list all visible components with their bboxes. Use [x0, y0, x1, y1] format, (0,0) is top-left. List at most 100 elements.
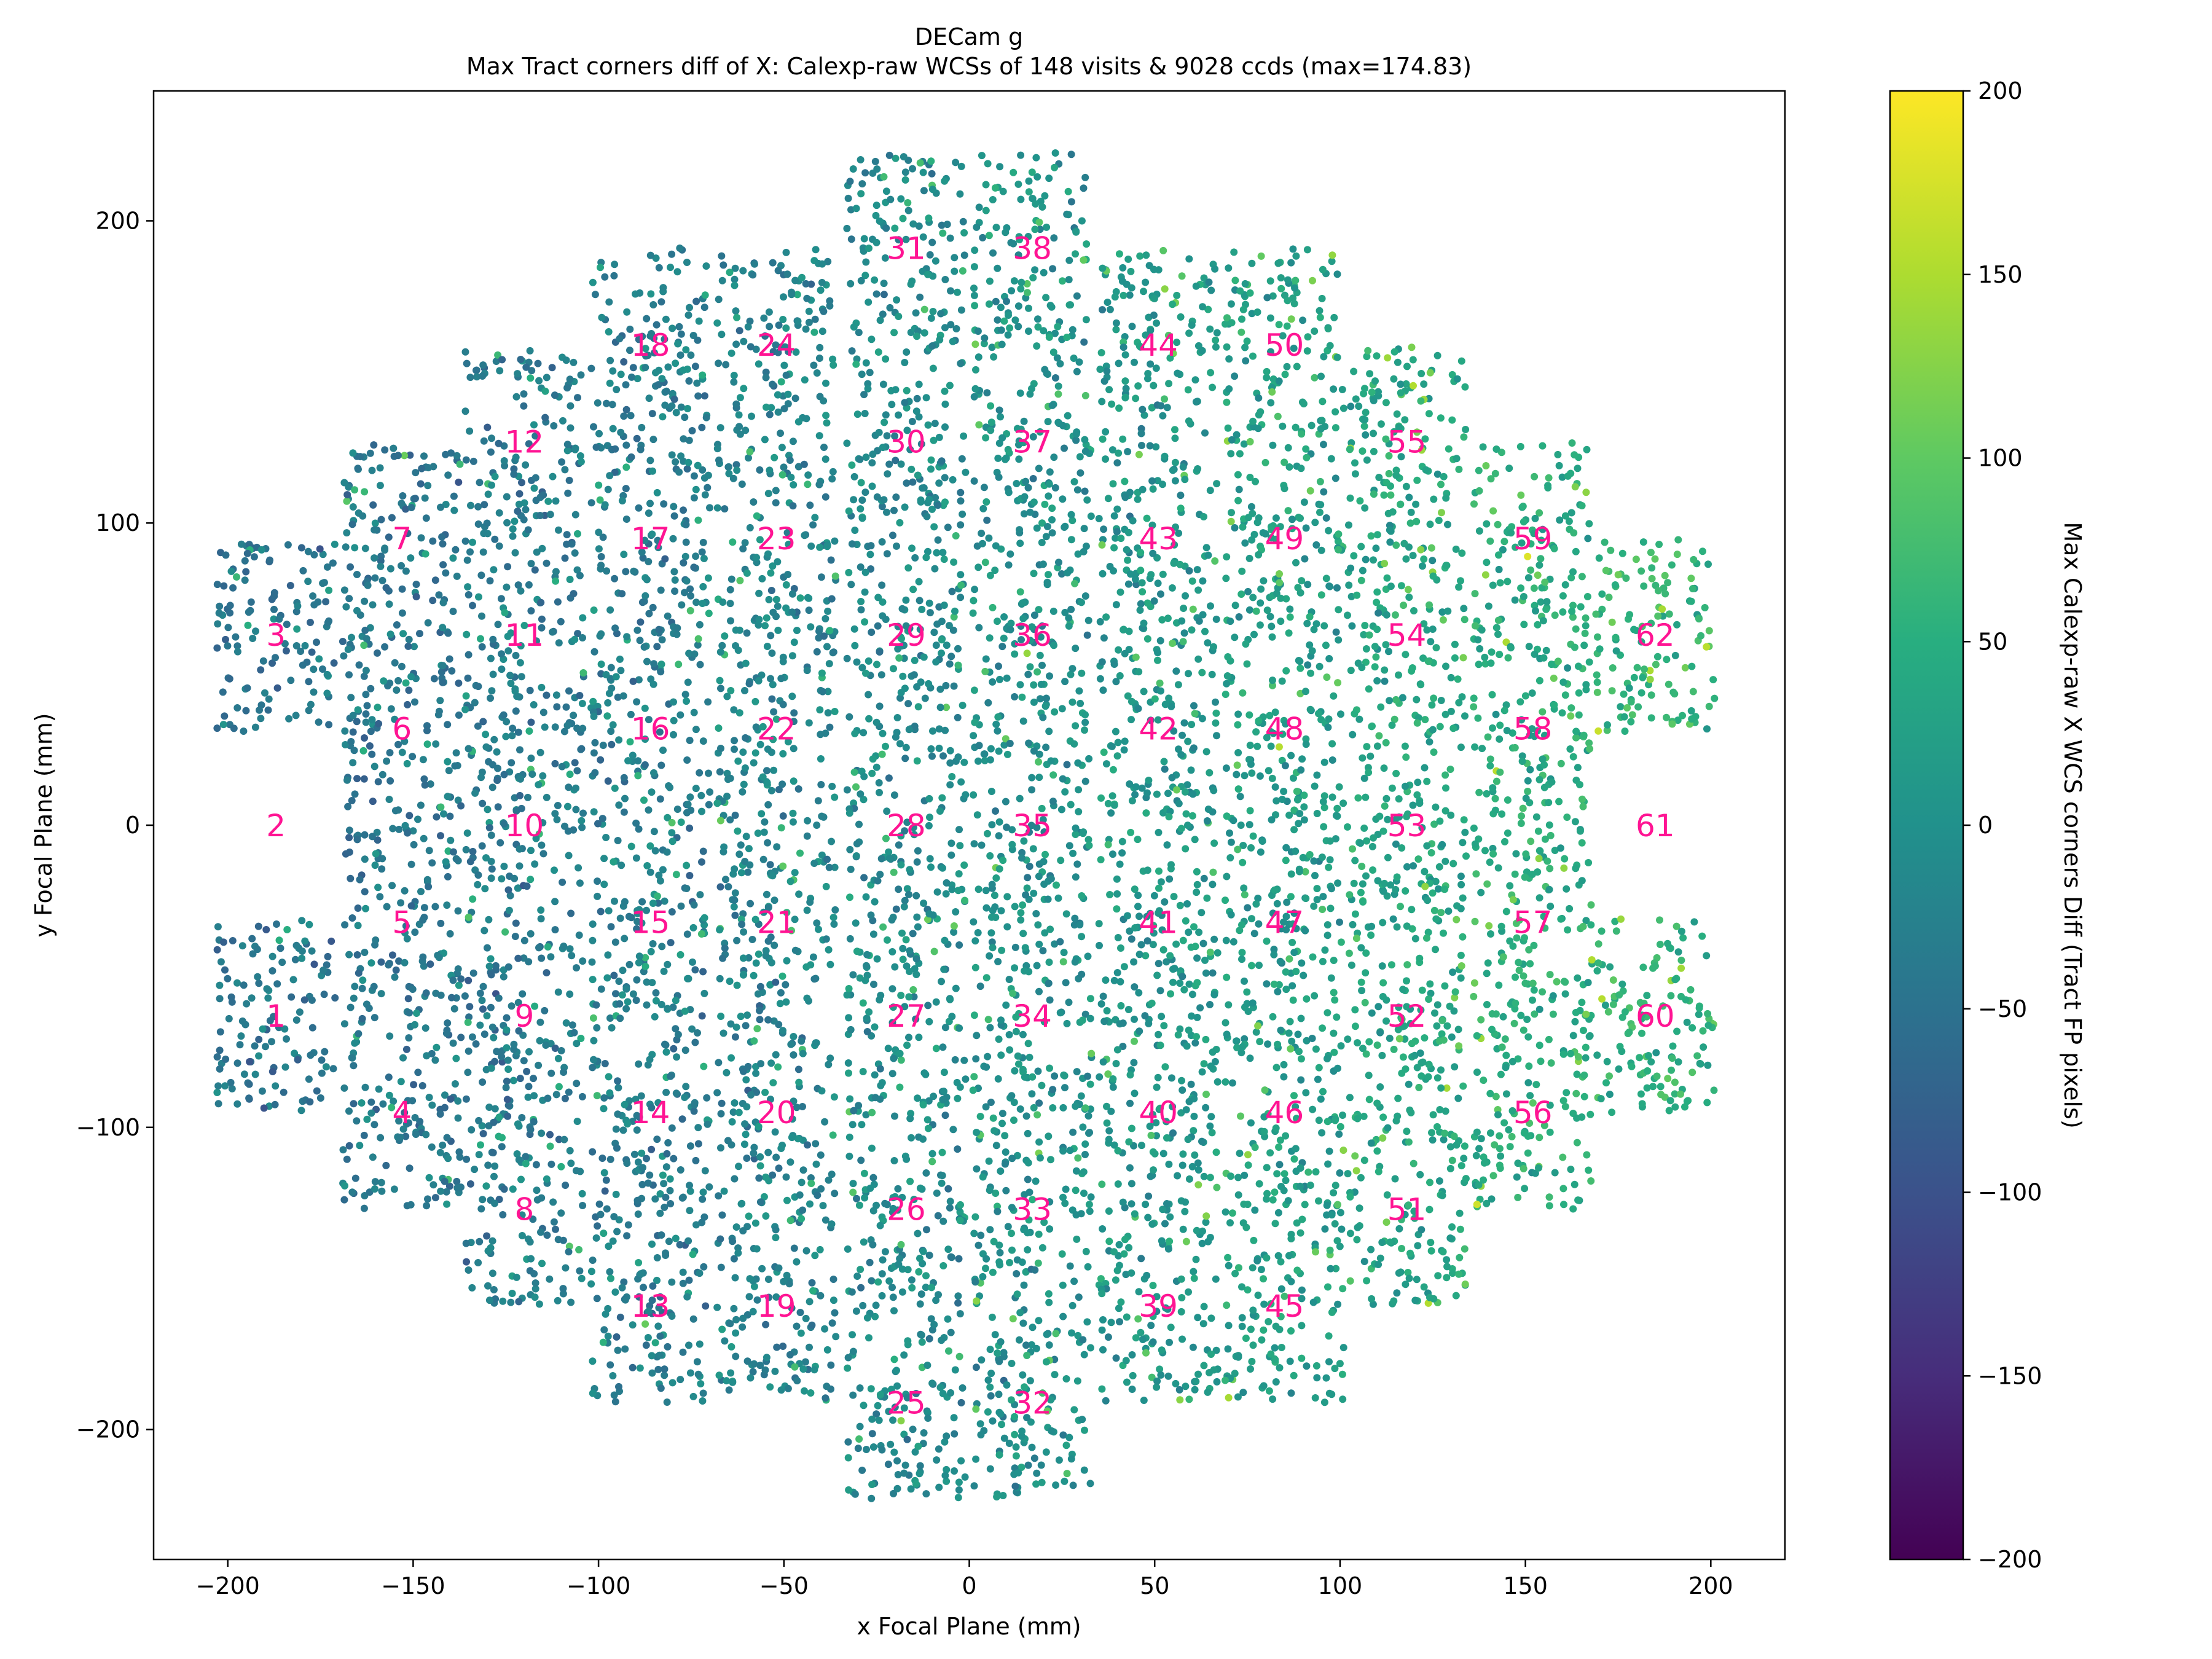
scatter-point	[960, 229, 968, 237]
scatter-point	[742, 734, 750, 742]
scatter-point	[595, 528, 603, 536]
scatter-point	[906, 1177, 914, 1185]
scatter-point	[554, 598, 562, 606]
scatter-point	[248, 935, 256, 943]
scatter-point	[931, 420, 939, 428]
scatter-point	[807, 623, 815, 631]
scatter-point	[780, 293, 787, 301]
scatter-point	[861, 410, 869, 417]
scatter-point	[516, 791, 524, 799]
scatter-point	[868, 1430, 876, 1438]
scatter-point	[641, 364, 649, 372]
scatter-point	[1081, 1140, 1089, 1148]
scatter-point	[298, 917, 306, 925]
scatter-point	[1039, 560, 1047, 568]
scatter-point	[632, 997, 640, 1004]
scatter-point	[281, 640, 289, 648]
scatter-point	[727, 617, 734, 625]
scatter-point	[659, 1171, 667, 1179]
scatter-point	[422, 514, 430, 522]
scatter-point	[487, 694, 494, 702]
scatter-point	[516, 659, 524, 667]
scatter-point	[1166, 1213, 1174, 1221]
scatter-point	[484, 944, 491, 952]
scatter-point	[677, 452, 685, 460]
scatter-point	[645, 558, 653, 565]
scatter-point	[930, 629, 938, 637]
scatter-point	[831, 863, 839, 871]
scatter-point	[508, 1290, 516, 1297]
scatter-point	[998, 1110, 1006, 1118]
scatter-point	[1072, 228, 1080, 236]
scatter-point	[872, 1301, 880, 1309]
scatter-point	[345, 1107, 353, 1115]
scatter-point	[604, 485, 612, 493]
scatter-point	[743, 1103, 751, 1111]
scatter-point	[622, 516, 630, 523]
scatter-point	[744, 868, 752, 876]
scatter-point	[626, 738, 634, 746]
scatter-point	[992, 874, 1000, 882]
scatter-point	[1018, 278, 1026, 286]
scatter-point	[531, 1002, 539, 1010]
scatter-point	[439, 598, 447, 606]
scatter-point	[1015, 1336, 1023, 1344]
scatter-point	[645, 1308, 653, 1316]
scatter-point	[1002, 1148, 1010, 1156]
scatter-point	[847, 581, 855, 589]
scatter-point	[241, 576, 249, 584]
scatter-point	[571, 549, 579, 557]
scatter-point	[753, 1296, 761, 1304]
scatter-point	[914, 923, 922, 931]
scatter-point	[412, 593, 420, 601]
scatter-point	[1192, 1255, 1200, 1263]
scatter-point	[990, 1237, 998, 1245]
scatter-point	[786, 1351, 794, 1359]
scatter-point	[610, 971, 618, 979]
scatter-point	[990, 892, 998, 900]
scatter-point	[717, 745, 724, 752]
scatter-point	[930, 1092, 938, 1100]
scatter-point	[385, 600, 393, 608]
scatter-point	[606, 606, 614, 614]
scatter-point	[648, 1104, 656, 1112]
scatter-point	[367, 1109, 375, 1117]
scatter-point	[527, 560, 535, 568]
scatter-point	[908, 1284, 916, 1292]
scatter-point	[605, 1242, 613, 1250]
scatter-point	[713, 1303, 721, 1311]
scatter-point	[1008, 1230, 1015, 1237]
scatter-point	[373, 828, 381, 836]
scatter-point	[799, 1049, 807, 1057]
scatter-point	[420, 775, 428, 783]
scatter-point	[783, 957, 791, 965]
scatter-point	[797, 1329, 805, 1337]
scatter-point	[760, 1193, 768, 1201]
scatter-point	[743, 569, 751, 577]
scatter-point	[1038, 203, 1046, 211]
scatter-point	[806, 1298, 814, 1306]
scatter-point	[366, 449, 374, 457]
scatter-point	[541, 1006, 549, 1014]
scatter-point	[651, 847, 659, 855]
scatter-point	[750, 498, 758, 506]
scatter-point	[542, 1041, 550, 1049]
scatter-point	[843, 439, 851, 447]
scatter-point	[616, 914, 624, 922]
scatter-point	[1035, 218, 1043, 226]
scatter-point	[783, 270, 791, 278]
scatter-point	[687, 351, 695, 359]
scatter-point	[669, 1003, 677, 1011]
scatter-point	[690, 708, 698, 716]
scatter-point	[310, 601, 318, 609]
scatter-point	[930, 523, 938, 531]
scatter-point	[666, 783, 674, 791]
scatter-point	[1030, 498, 1038, 506]
scatter-point	[371, 526, 378, 534]
scatter-point	[951, 1467, 958, 1475]
scatter-point	[986, 1186, 994, 1194]
scatter-point	[685, 649, 693, 657]
scatter-point	[1059, 775, 1067, 783]
scatter-point	[409, 986, 417, 993]
scatter-point	[997, 907, 1005, 915]
